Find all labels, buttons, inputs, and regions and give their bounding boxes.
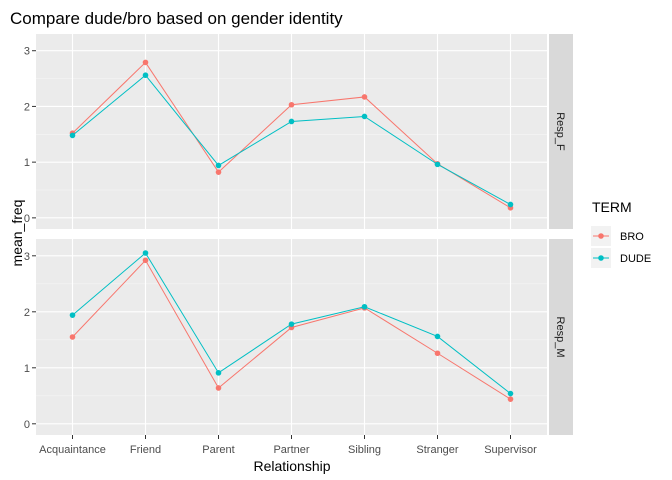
- data-point-dude: [142, 250, 149, 256]
- y-tick-label: 0: [24, 419, 30, 431]
- x-tick-label: Friend: [130, 444, 161, 456]
- facet-strip-label: Resp_M: [554, 317, 566, 358]
- data-point-bro: [142, 59, 149, 66]
- legend: TERM BRO DUDE: [591, 199, 651, 268]
- facet-strip: [549, 239, 573, 435]
- x-tick-label: Acquaintance: [39, 444, 106, 456]
- data-point-dude: [215, 370, 222, 376]
- x-tick-label: Sibling: [348, 444, 381, 456]
- data-point-dude: [288, 118, 295, 125]
- data-point-bro: [142, 257, 149, 264]
- x-tick-label: Parent: [202, 444, 234, 456]
- y-tick-label: 1: [24, 157, 30, 169]
- data-point-dude: [142, 72, 149, 79]
- data-point-bro: [288, 101, 295, 108]
- data-point-dude: [69, 132, 76, 139]
- data-point-dude: [434, 161, 441, 168]
- y-tick-label: 3: [24, 251, 30, 263]
- y-tick-label: 1: [24, 363, 30, 375]
- data-point-bro: [215, 169, 222, 175]
- facet-strip: [549, 34, 573, 229]
- y-tick-label: 2: [24, 101, 30, 113]
- data-point-bro: [361, 94, 368, 100]
- legend-title: TERM: [592, 199, 632, 215]
- x-tick-label: Stranger: [416, 444, 459, 456]
- facet-panel-Resp_F: 0 1 2 3 Resp_F: [24, 34, 573, 229]
- y-axis-label: mean_freq: [9, 200, 25, 267]
- facet-panels: 0 1 2 3 Resp_F 0 1 2 3 Resp_M Acquaintance Friend Pa…: [24, 34, 573, 456]
- data-point-bro: [507, 396, 514, 402]
- data-point-dude: [361, 113, 368, 120]
- data-point-dude: [69, 312, 76, 318]
- legend-label: DUDE: [620, 253, 651, 265]
- data-point-dude: [507, 201, 514, 208]
- legend-label: BRO: [620, 231, 644, 243]
- data-point-dude: [507, 390, 514, 397]
- facet-panel-Resp_M: 0 1 2 3 Resp_M: [24, 239, 573, 435]
- x-tick-label: Supervisor: [484, 444, 537, 456]
- y-tick-label: 2: [24, 307, 30, 319]
- x-tick-label: Partner: [273, 444, 309, 456]
- chart-title: Compare dude/bro based on gender identit…: [10, 9, 343, 28]
- data-point-bro: [69, 334, 76, 340]
- legend-key-point: [598, 255, 604, 261]
- data-point-dude: [361, 303, 368, 310]
- x-axis-label: Relationship: [253, 458, 330, 474]
- legend-key-point: [598, 233, 604, 239]
- data-point-dude: [288, 321, 295, 327]
- y-tick-label: 0: [24, 213, 30, 225]
- y-tick-label: 3: [24, 46, 30, 58]
- data-point-bro: [215, 385, 222, 391]
- data-point-bro: [434, 350, 441, 357]
- data-point-dude: [434, 333, 441, 340]
- data-point-dude: [215, 162, 222, 169]
- facet-strip-label: Resp_F: [554, 112, 566, 151]
